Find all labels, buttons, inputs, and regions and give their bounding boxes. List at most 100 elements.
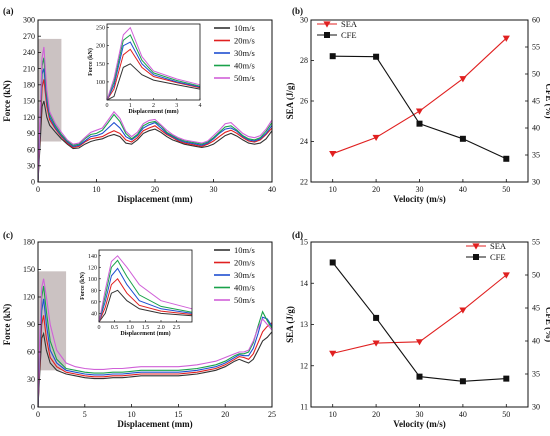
inset-y-tick-label: 140 — [88, 254, 97, 260]
inset-y-tick-label: 200 — [96, 44, 105, 50]
legend-marker-CFE — [324, 32, 330, 38]
x-tick-label: 10 — [128, 410, 136, 419]
data-point-SEA — [459, 76, 467, 83]
inset-series-line-40m/s — [106, 34, 201, 101]
x-tick-label: 10 — [329, 185, 337, 194]
data-point-CFE — [459, 135, 466, 142]
data-point-CFE — [459, 378, 466, 385]
inset-y-tick-label: 100 — [88, 277, 97, 283]
force-chart-2: 0 5 10 15 20 25 0 30 60 90 120 150 180 Displacement (… — [2, 238, 276, 429]
y-axis-title: Force (kN) — [2, 304, 12, 346]
inset-series-line-20m/s — [106, 48, 201, 101]
data-point-CFE — [329, 259, 336, 266]
data-point-SEA — [329, 350, 337, 357]
x-tick-label: 20 — [221, 410, 229, 419]
inset-x-tick-label: 3 — [175, 103, 178, 109]
legend-label-CFE: CFE — [490, 252, 506, 262]
inset-x-tick-label: 4 — [199, 103, 202, 109]
x-axis-title: Velocity (m/s) — [393, 419, 445, 429]
series-line-30m/s — [37, 298, 273, 408]
inset-x-tick-label: 0 — [98, 325, 101, 331]
series-line-20m/s — [37, 315, 273, 408]
legend-label-50m/s: 50m/s — [234, 295, 255, 305]
x-tick-label: 30 — [210, 185, 218, 194]
legend-label-40m/s: 40m/s — [234, 283, 255, 293]
y-tick-label: 30 — [27, 375, 35, 384]
y-tick-label: 270 — [23, 32, 35, 41]
inset-series-line-50m/s — [98, 255, 193, 323]
inset-y-tick-label: 250 — [96, 26, 105, 32]
x-axis-title: Displacement (mm) — [117, 194, 192, 204]
data-point-CFE — [416, 373, 423, 380]
y-tick-label: 60 — [27, 348, 35, 357]
inset-x-tick-label: 0 — [106, 103, 109, 109]
data-point-CFE — [329, 53, 336, 60]
legend: 10m/s 20m/s 30m/s 40m/s 50m/s — [214, 245, 255, 305]
legend-label-SEA: SEA — [341, 19, 358, 29]
inset-x-tick-label: 1.0 — [126, 325, 134, 331]
data-point-CFE — [503, 375, 510, 382]
panel-label: (b) — [292, 6, 303, 16]
inset-x-tick-label: 2 — [152, 103, 155, 109]
sea-cfe-chart-1: 10 20 30 40 50 22 24 26 28 30 30 35 40 45 50 55 60 Veloci… — [285, 16, 550, 204]
y-right-tick-label: 30 — [532, 403, 540, 412]
x-tick-label: 20 — [372, 410, 380, 419]
y-tick-label: 180 — [23, 80, 35, 89]
x-tick-label: 10 — [93, 185, 101, 194]
inset-chart: 0 0.5 1.0 1.5 2.0 2.5 40 60 80 100 120 140 Displacem… — [79, 249, 193, 337]
series-line-50m/s — [37, 278, 273, 408]
y-right-tick-label: 30 — [532, 178, 540, 187]
y-axis-title: Force (kN) — [2, 80, 12, 122]
series-line-50m/s — [37, 46, 273, 183]
series-line-20m/s — [37, 79, 273, 183]
x-tick-label: 40 — [459, 185, 467, 194]
y-right-tick-label: 55 — [532, 43, 540, 52]
y-right-tick-label: 55 — [532, 238, 540, 247]
y-tick-label: 180 — [23, 238, 35, 247]
x-tick-label: 20 — [372, 185, 380, 194]
inset-x-axis-title: Displacement (mm) — [128, 108, 178, 115]
data-point-CFE — [373, 314, 380, 321]
y-tick-label: 90 — [27, 320, 35, 329]
y-tick-label: 90 — [27, 129, 35, 138]
series-line-10m/s — [37, 331, 273, 408]
legend: 10m/s 20m/s 30m/s 40m/s 50m/s — [214, 23, 255, 83]
y-tick-label: 14 — [300, 279, 308, 288]
y-tick-label: 15 — [300, 238, 308, 247]
y-axis-title: SEA (J/g) — [285, 306, 295, 343]
legend-marker-SEA — [472, 243, 480, 250]
y-axis-title: SEA (J/g) — [285, 83, 295, 120]
inset-series-line-50m/s — [106, 26, 201, 101]
panel-label: (a) — [3, 6, 14, 16]
y-right-tick-label: 45 — [532, 97, 540, 106]
y-tick-label: 30 — [300, 16, 308, 25]
series-line-CFE — [332, 262, 507, 382]
x-tick-label: 10 — [329, 410, 337, 419]
inset-y-tick-label: 60 — [91, 300, 97, 306]
y-tick-label: 11 — [300, 403, 308, 412]
inset-y-tick-label: 40 — [91, 311, 97, 317]
y-tick-label: 210 — [23, 64, 35, 73]
y-tick-label: 0 — [31, 178, 35, 187]
y-right-tick-label: 35 — [532, 370, 540, 379]
legend-label-10m/s: 10m/s — [234, 245, 255, 255]
y-right-tick-label: 50 — [532, 271, 540, 280]
data-point-CFE — [373, 53, 380, 60]
inset-chart: 0 1 2 3 4 100 150 200 250 Displacement (mm) Force … — [87, 23, 202, 115]
panel-label: (d) — [292, 230, 303, 240]
legend-marker-CFE — [473, 254, 479, 260]
series-line-10m/s — [37, 100, 273, 183]
data-point-CFE — [503, 155, 510, 162]
legend-label-20m/s: 20m/s — [234, 258, 255, 268]
data-point-SEA — [415, 108, 424, 115]
inset-series-line-40m/s — [98, 259, 193, 323]
sea-cfe-chart-3: 10 20 30 40 50 11 12 13 14 15 30 35 40 45 50 55 Velocity… — [285, 238, 550, 429]
x-tick-label: 25 — [268, 410, 276, 419]
series-line-40m/s — [37, 57, 273, 183]
inset-y-tick-label: 80 — [91, 288, 97, 294]
y-right-tick-label: 35 — [532, 151, 540, 160]
data-point-SEA — [459, 307, 467, 314]
y-tick-label: 13 — [300, 320, 308, 329]
inset-x-tick-label: 0.5 — [111, 325, 119, 331]
